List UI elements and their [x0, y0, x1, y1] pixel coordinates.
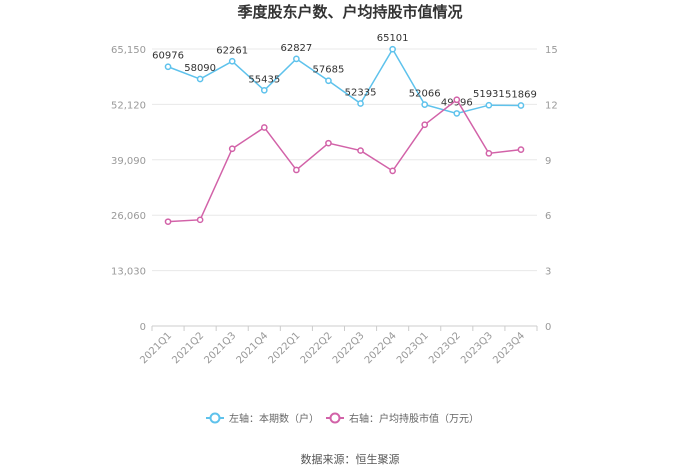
data-point[interactable]: [325, 77, 332, 85]
x-tick-label: 2023Q1: [395, 330, 431, 366]
data-label: 62827: [280, 43, 312, 54]
data-point[interactable]: [517, 146, 525, 153]
right-tick-label: 15: [545, 45, 558, 56]
right-tick-label: 9: [545, 156, 551, 167]
legend[interactable]: 左轴：本期数（户） 右轴：户均持股市值（万元）: [206, 412, 479, 425]
data-point[interactable]: [421, 101, 429, 108]
data-point[interactable]: [453, 110, 461, 117]
data-point[interactable]: [260, 86, 268, 94]
chart-title: 季度股东户数、户均持股市值情况: [237, 3, 462, 21]
x-tick-label: 2023Q3: [459, 330, 495, 366]
data-point[interactable]: [453, 96, 461, 104]
x-tick-label: 2022Q1: [267, 330, 303, 366]
data-point[interactable]: [389, 167, 396, 175]
legend-swatch-marker: [209, 412, 221, 424]
right-tick-label: 12: [545, 100, 558, 111]
right-tick-label: 0: [545, 322, 551, 333]
data-label: 57685: [313, 65, 345, 76]
left-axis: 0 13,030 26,060 39,090 52,120 65,150: [111, 45, 146, 333]
series-line: [167, 98, 522, 223]
data-source: 数据来源：恒生聚源: [301, 452, 400, 466]
data-label: 52066: [409, 89, 441, 100]
data-point[interactable]: [196, 75, 204, 83]
left-tick-label: 26,060: [111, 211, 146, 222]
series-line: [167, 47, 521, 115]
left-tick-label: 39,090: [111, 156, 146, 167]
data-point[interactable]: [260, 124, 268, 131]
data-label: 51931: [473, 89, 505, 100]
legend-item-1[interactable]: 左轴：本期数（户）: [206, 412, 319, 425]
legend-label: 左轴：本期数（户）: [229, 412, 319, 425]
data-point[interactable]: [293, 55, 300, 63]
legend-item-2[interactable]: 右轴：户均持股市值（万元）: [326, 412, 479, 425]
data-point[interactable]: [357, 147, 364, 154]
data-point[interactable]: [164, 63, 172, 71]
data-label: 55435: [248, 74, 280, 85]
x-axis: 2021Q12021Q22021Q32021Q42022Q12022Q22022…: [138, 326, 538, 366]
right-tick-label: 6: [545, 211, 551, 222]
data-label: 58090: [184, 63, 216, 74]
data-point[interactable]: [485, 149, 493, 157]
data-label: 52335: [345, 87, 377, 98]
left-tick-label: 13,030: [111, 267, 146, 278]
data-label: 60976: [152, 51, 184, 62]
data-point[interactable]: [517, 102, 525, 109]
right-axis: 0 3 6 9 12 15: [545, 45, 558, 333]
data-point[interactable]: [485, 101, 493, 109]
x-tick-label: 2021Q3: [202, 330, 238, 366]
x-tick-label: 2023Q4: [491, 330, 527, 366]
legend-swatch-marker: [329, 412, 341, 424]
data-point[interactable]: [164, 218, 172, 226]
data-label: 51869: [505, 89, 537, 100]
left-tick-label: 65,150: [111, 45, 146, 56]
x-tick-label: 2023Q2: [427, 330, 463, 366]
x-tick-label: 2021Q4: [235, 330, 271, 366]
left-tick-label: 0: [140, 322, 146, 333]
data-point[interactable]: [389, 45, 396, 53]
data-label: 65101: [377, 33, 409, 44]
data-point[interactable]: [228, 145, 236, 153]
x-tick-label: 2022Q3: [331, 330, 367, 366]
series-2: [164, 96, 525, 226]
legend-label: 右轴：户均持股市值（万元）: [349, 412, 479, 425]
data-point[interactable]: [325, 139, 332, 147]
data-label: 62261: [216, 45, 248, 56]
right-tick-label: 3: [545, 267, 551, 278]
x-tick-label: 2022Q4: [363, 330, 399, 366]
data-point[interactable]: [228, 57, 236, 65]
left-tick-label: 52,120: [111, 100, 146, 111]
data-point[interactable]: [421, 121, 429, 129]
data-point[interactable]: [357, 100, 364, 107]
x-tick-label: 2022Q2: [299, 330, 335, 366]
data-point[interactable]: [196, 216, 204, 224]
data-point[interactable]: [293, 166, 300, 174]
x-tick-label: 2021Q1: [138, 330, 174, 366]
x-tick-label: 2021Q2: [170, 330, 206, 366]
